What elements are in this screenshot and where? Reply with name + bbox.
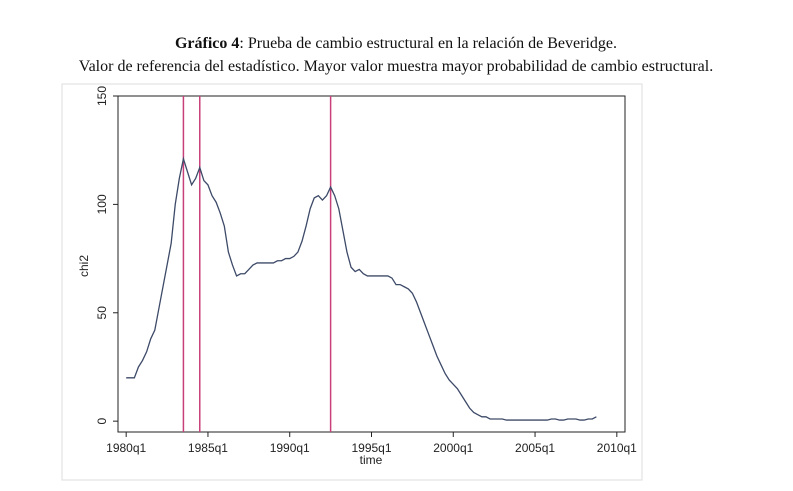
title-label: Gráfico 4 bbox=[175, 35, 239, 52]
x-tick-label: 2000q1 bbox=[433, 441, 473, 455]
plot-frame bbox=[117, 95, 626, 433]
chart-title: : Prueba de cambio estructural en la rel… bbox=[239, 35, 617, 52]
x-tick-label: 1995q1 bbox=[351, 441, 391, 455]
data-line bbox=[126, 156, 597, 421]
x-tick-label: 2005q1 bbox=[515, 441, 555, 455]
y-axis-label: chi2 bbox=[77, 255, 91, 277]
y-tick-label: 0 bbox=[95, 418, 109, 425]
y-tick-label: 150 bbox=[95, 86, 109, 106]
x-tick-label: 1990q1 bbox=[270, 441, 310, 455]
chart-title-line: Gráfico 4: Prueba de cambio estructural … bbox=[175, 35, 617, 52]
x-tick-label: 1980q1 bbox=[106, 441, 146, 455]
x-axis-label: time bbox=[360, 453, 383, 467]
y-tick-label: 100 bbox=[95, 194, 109, 214]
y-tick-label: 50 bbox=[95, 306, 109, 320]
plot-background bbox=[61, 83, 643, 481]
x-tick-label: 1985q1 bbox=[188, 441, 228, 455]
chart-subtitle: Valor de referencia del estadístico. May… bbox=[79, 58, 713, 75]
x-tick-label: 2010q1 bbox=[597, 441, 637, 455]
